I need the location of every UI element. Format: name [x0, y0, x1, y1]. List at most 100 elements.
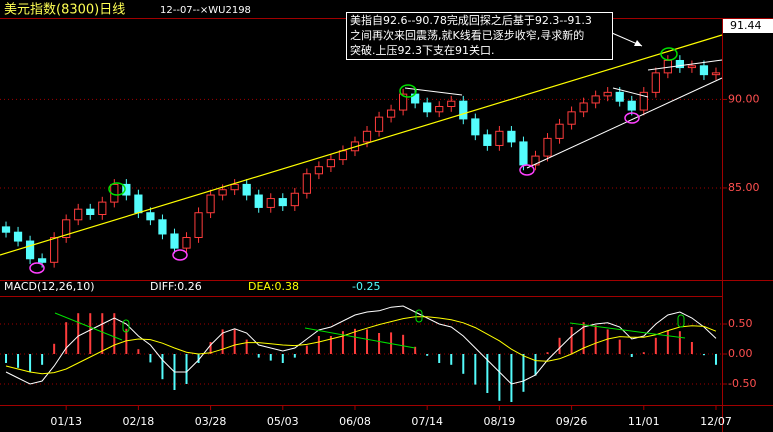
- candle-body: [687, 65, 697, 69]
- candle-body: [591, 95, 600, 104]
- annotation-text: 美指自92.6--90.78完成回探之后基于92.3--91.3: [350, 13, 592, 27]
- marker-circle: [108, 182, 126, 196]
- candle-body: [290, 192, 299, 207]
- candle-body: [218, 189, 227, 196]
- candle-body: [555, 123, 564, 139]
- candle-body: [531, 155, 540, 166]
- trend-line: [404, 87, 463, 96]
- candle-body: [13, 231, 23, 242]
- support-line: [526, 77, 723, 169]
- candle-body: [170, 233, 179, 249]
- candle-body: [254, 194, 263, 208]
- x-tick-label: 06/08: [339, 415, 371, 428]
- legend-label: DEA:0.38: [248, 280, 299, 293]
- x-tick-label: 11/01: [628, 415, 660, 428]
- candle-body: [314, 166, 323, 175]
- annotation-text: 突破.上压92.3下支在91关口.: [350, 43, 494, 57]
- candle-body: [98, 201, 107, 215]
- x-tick-label: 01/13: [50, 415, 82, 428]
- candle-body: [483, 134, 492, 146]
- marker-circle: [660, 47, 678, 61]
- marker-circle: [172, 249, 188, 261]
- y-tick-label: 90.00: [728, 92, 760, 105]
- candle-body: [62, 219, 71, 239]
- candle-body: [86, 208, 95, 216]
- candle-body: [495, 130, 504, 146]
- candle-body: [134, 194, 143, 214]
- candle-body: [519, 141, 528, 166]
- candle-body: [278, 198, 287, 207]
- divergence-line: [569, 322, 686, 339]
- candle-body: [699, 65, 709, 76]
- candle-body: [399, 93, 408, 111]
- x-tick-label: 09/26: [556, 415, 588, 428]
- arrow-head: [634, 40, 642, 46]
- candle-body: [675, 59, 684, 69]
- y-tick-label: 0.00: [728, 347, 753, 360]
- candle-body: [182, 237, 191, 249]
- candle-body: [146, 212, 155, 221]
- candle-body: [326, 159, 336, 168]
- trend-line: [612, 87, 649, 98]
- marker-circle: [122, 319, 130, 333]
- candle-body: [471, 118, 480, 136]
- y-tick-label: -0.50: [728, 377, 756, 390]
- macd-line: [5, 316, 717, 375]
- candle-body: [386, 109, 396, 118]
- marks: [0, 55, 722, 402]
- candle-body: [302, 173, 311, 194]
- chart-subtitle: 12--07--×WU2198: [160, 5, 251, 16]
- marker-circle: [415, 309, 423, 323]
- candle-body: [567, 111, 576, 125]
- legend-label: -0.25: [352, 280, 380, 293]
- candle-body: [1, 226, 11, 233]
- candle-body: [206, 194, 215, 214]
- indicator-title: MACD(12,26,10): [4, 280, 95, 293]
- marker-circle: [29, 262, 45, 274]
- x-tick-label: 07/14: [411, 415, 443, 428]
- candle-body: [122, 183, 131, 196]
- legend-label: DIFF:0.26: [150, 280, 202, 293]
- candle-body: [507, 130, 516, 143]
- trend-line: [0, 34, 723, 256]
- macd-line: [5, 305, 717, 385]
- marker-circle: [399, 84, 417, 98]
- candle-body: [242, 183, 251, 196]
- y-tick-label: 0.50: [728, 317, 753, 330]
- candle-body: [435, 106, 444, 113]
- candle-body: [194, 212, 203, 239]
- divergence-line: [304, 327, 416, 349]
- candle-body: [38, 258, 47, 263]
- chart-title: 美元指数(8300)日线: [4, 3, 125, 18]
- marker-circle: [624, 112, 640, 124]
- x-tick-label: 02/18: [123, 415, 155, 428]
- trend-line: [647, 59, 723, 71]
- candle-body: [158, 219, 167, 235]
- candle-body: [74, 208, 83, 221]
- candle-body: [711, 72, 721, 76]
- candle-body: [362, 130, 372, 143]
- marker-circle: [677, 314, 685, 328]
- marker-circle: [519, 164, 535, 176]
- candle-body: [374, 116, 384, 132]
- current-value: 91.44: [730, 19, 762, 32]
- x-tick-label: 08/19: [484, 415, 516, 428]
- candle-body: [459, 100, 468, 120]
- candle-body: [543, 137, 552, 157]
- divergence-line: [54, 312, 123, 341]
- candle-body: [615, 91, 624, 102]
- annotation-box: [346, 12, 613, 60]
- candle-body: [423, 102, 432, 113]
- candle-body: [603, 91, 612, 97]
- candle-body: [579, 102, 588, 113]
- candle-body: [50, 237, 59, 263]
- candle-body: [338, 150, 348, 161]
- candle-body: [230, 183, 239, 191]
- annotation-text: 之间再次来回震荡,就K线看已逐步收窄,寻求新的: [350, 28, 584, 42]
- candle-body: [266, 198, 275, 208]
- x-tick-label: 12/07: [700, 415, 732, 428]
- candle-body: [651, 72, 660, 93]
- x-tick-label: 05/03: [267, 415, 299, 428]
